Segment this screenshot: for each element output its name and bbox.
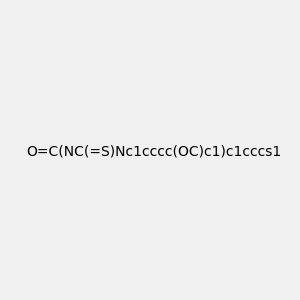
Text: O=C(NC(=S)Nc1cccc(OC)c1)c1cccs1: O=C(NC(=S)Nc1cccc(OC)c1)c1cccs1 xyxy=(26,145,281,158)
